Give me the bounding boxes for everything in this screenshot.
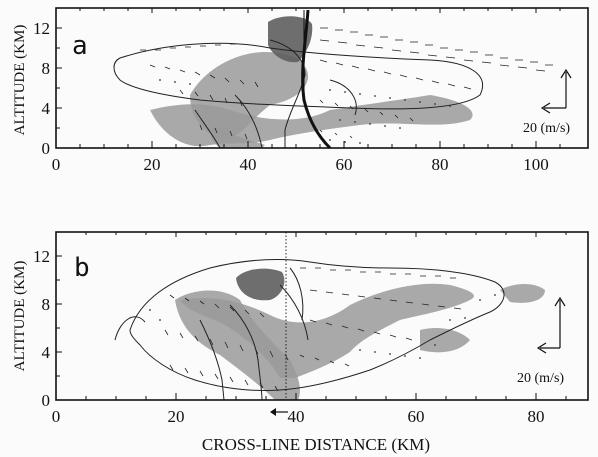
panel-b-y-tick: 4 [42, 343, 51, 362]
panel-a-ticks [55, 8, 561, 149]
panel-a-x-tick: 40 [240, 155, 257, 174]
panel-b-frame [55, 231, 589, 401]
panel-a-y-tick: 12 [33, 19, 50, 38]
panel-b-x-tick: 40 [288, 407, 305, 426]
panel-b-shading [175, 268, 545, 400]
panel-a-y-tick: 4 [42, 99, 51, 118]
panel-b-ylabel: ALTITUDE (KM) [12, 261, 28, 372]
panel-b-y-tick-labels: 0 4 8 12 [33, 247, 51, 410]
x-axis-title: CROSS-LINE DISTANCE (KM) [202, 435, 430, 454]
panel-a-scale-label: 20 (m/s) [523, 121, 570, 136]
panel-a-x-tick: 100 [523, 155, 549, 174]
panel-a-x-tick-labels: 0 20 40 60 80 100 [52, 155, 549, 174]
panel-b: b 20 (m/s) 0 20 40 60 80 0 4 8 12 ALTITU… [12, 231, 589, 426]
panel-b-y-tick: 0 [42, 391, 51, 410]
panel-b-scale-label: 20 (m/s) [517, 371, 564, 386]
panel-b-y-tick: 8 [42, 295, 51, 314]
panel-b-x-tick: 20 [168, 407, 185, 426]
panel-a-contours [113, 39, 483, 149]
panel-a-x-tick: 60 [336, 155, 353, 174]
panel-b-letter: b [74, 253, 90, 283]
panel-b-marker-arrow [270, 408, 288, 416]
panel-a-wind-vectors [140, 27, 553, 144]
panel-a-letter: a [72, 31, 88, 61]
panel-a-y-tick: 8 [42, 59, 51, 78]
panel-a-x-tick: 80 [432, 155, 449, 174]
panel-a-y-tick-labels: 0 4 8 12 [33, 19, 51, 158]
panel-a-ylabel: ALTITUDE (KM) [12, 25, 28, 136]
panel-a-scale-arrow: 20 (m/s) [523, 68, 572, 136]
panel-a-x-tick: 20 [144, 155, 161, 174]
panel-b-x-tick: 60 [408, 407, 425, 426]
panel-b-x-tick: 80 [528, 407, 545, 426]
panel-b-ticks [55, 232, 567, 401]
panel-b-contours [114, 259, 505, 401]
panel-b-wind-vectors [149, 267, 496, 392]
panel-b-scale-arrow: 20 (m/s) [517, 296, 566, 386]
panel-b-y-tick: 12 [33, 247, 50, 266]
panel-b-x-tick-labels: 0 20 40 60 80 [52, 407, 545, 426]
panel-a-x-tick: 0 [52, 155, 61, 174]
panel-a: a 20 (m/s) 0 20 40 60 80 100 0 4 8 12 [12, 7, 589, 174]
panel-a-y-tick: 0 [42, 139, 51, 158]
panel-b-x-tick: 0 [52, 407, 61, 426]
panel-a-frame [55, 7, 589, 149]
panel-a-shading [150, 16, 473, 148]
